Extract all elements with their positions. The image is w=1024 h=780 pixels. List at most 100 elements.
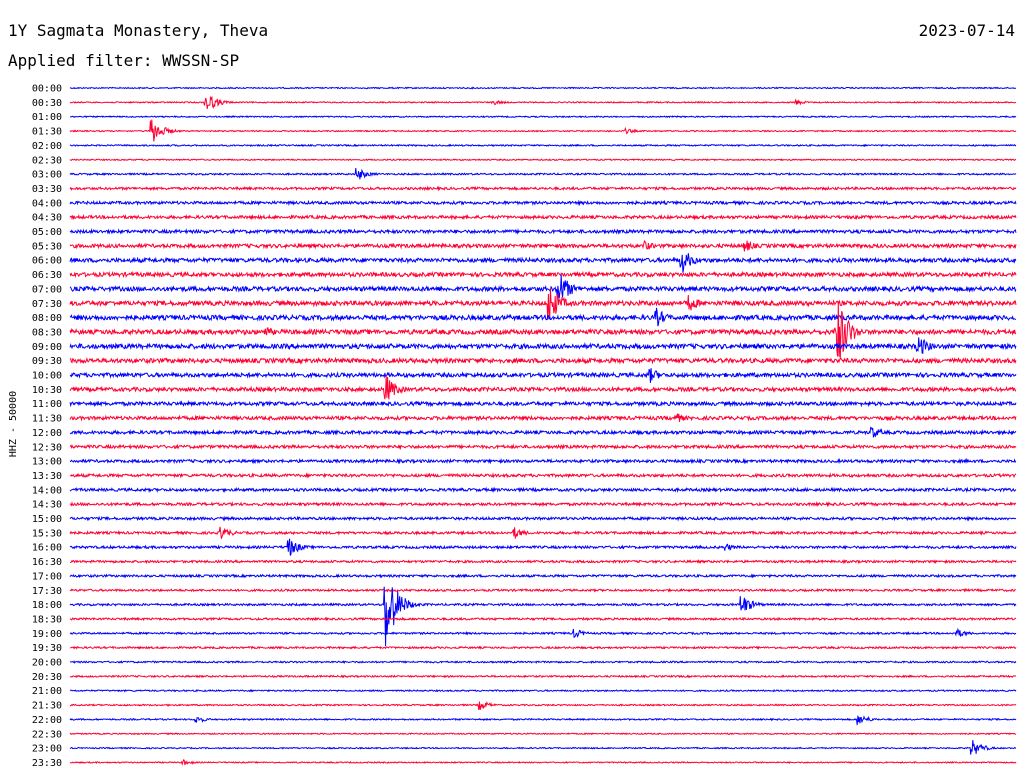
- row-time-label: 02:00: [32, 141, 62, 152]
- trace-row: [69, 337, 1017, 355]
- row-time-label: 05:00: [32, 227, 62, 238]
- row-time-label: 07:00: [32, 284, 62, 295]
- row-time-label: 22:00: [32, 715, 62, 726]
- row-time-label: 00:30: [32, 98, 62, 109]
- row-time-label: 09:00: [32, 342, 62, 353]
- trace-row: [69, 356, 1017, 365]
- row-time-label: 16:30: [32, 557, 62, 568]
- trace-row: [69, 143, 1017, 148]
- y-axis-label: HHZ - 50000: [8, 391, 19, 457]
- trace-row: [69, 674, 1017, 679]
- row-time-label: 04:30: [32, 213, 62, 224]
- trace-row: [69, 185, 1017, 192]
- row-time-label: 08:30: [32, 327, 62, 338]
- row-time-label: 06:00: [32, 256, 62, 267]
- trace-row: [69, 688, 1017, 693]
- trace-row: [69, 288, 1017, 320]
- row-time-label: 12:00: [32, 428, 62, 439]
- filter-label: Applied filter: WWSSN-SP: [8, 51, 239, 70]
- trace-row: [69, 168, 1017, 180]
- row-time-label: 03:30: [32, 184, 62, 195]
- plot-date: 2023-07-14: [919, 21, 1015, 40]
- row-time-label: 11:00: [32, 399, 62, 410]
- row-tick-labels: 00:00 00:30 01:00 01:30 02:00 02:30 03:00 03:30…: [32, 84, 62, 769]
- row-time-label: 07:30: [32, 299, 62, 310]
- row-time-label: 13:30: [32, 471, 62, 482]
- trace-row: [69, 616, 1017, 622]
- trace-row: [69, 740, 1016, 755]
- trace-row: [70, 457, 1017, 465]
- trace-row: [69, 732, 1016, 736]
- row-time-label: 09:30: [32, 356, 62, 367]
- trace-row: [69, 199, 1017, 207]
- trace-row: [69, 95, 1017, 109]
- row-time-label: 05:30: [32, 241, 62, 252]
- trace-row: [69, 486, 1017, 494]
- trace-row: [69, 227, 1017, 235]
- row-time-label: 13:00: [32, 457, 62, 468]
- row-time-label: 17:30: [32, 586, 62, 597]
- row-time-label: 18:30: [32, 614, 62, 625]
- trace-row: [69, 715, 1017, 726]
- trace-row: [70, 559, 1017, 565]
- trace-row: [69, 701, 1017, 711]
- trace-row: [69, 270, 1017, 279]
- row-time-label: 10:00: [32, 371, 62, 382]
- row-time-label: 20:00: [32, 658, 62, 669]
- trace-row: [69, 86, 1016, 90]
- trace-row: [69, 526, 1017, 540]
- row-time-label: 04:00: [32, 198, 62, 209]
- trace-row: [69, 426, 1017, 439]
- row-time-label: 16:00: [32, 543, 62, 554]
- row-time-label: 14:30: [32, 500, 62, 511]
- trace-row: [69, 515, 1017, 522]
- row-time-label: 03:00: [32, 170, 62, 181]
- row-time-label: 01:30: [32, 127, 62, 138]
- trace-row: [69, 253, 1017, 273]
- trace-row: [69, 119, 1017, 142]
- trace-row: [69, 759, 1017, 766]
- row-time-label: 08:00: [32, 313, 62, 324]
- trace-row: [70, 115, 1017, 119]
- trace-row: [69, 239, 1017, 252]
- trace-row: [69, 538, 1017, 556]
- trace-row: [69, 573, 1017, 579]
- trace-row: [69, 301, 1017, 360]
- trace-row: [69, 627, 1017, 639]
- row-time-label: 15:30: [32, 528, 62, 539]
- trace-row: [69, 586, 1017, 647]
- trace-row: [69, 368, 1017, 383]
- row-time-label: 17:00: [32, 571, 62, 582]
- row-time-label: 02:30: [32, 155, 62, 166]
- row-time-label: 15:00: [32, 514, 62, 525]
- row-time-label: 21:00: [32, 686, 62, 697]
- trace-row: [69, 413, 1017, 422]
- row-time-label: 10:30: [32, 385, 62, 396]
- trace-row: [69, 472, 1016, 479]
- trace-row: [69, 158, 1017, 162]
- row-time-label: 23:30: [32, 758, 62, 769]
- trace-row: [69, 307, 1017, 327]
- trace-rows: [69, 86, 1017, 766]
- row-time-label: 06:30: [32, 270, 62, 281]
- row-time-label: 22:30: [32, 729, 62, 740]
- trace-row: [69, 213, 1017, 221]
- row-time-label: 14:00: [32, 485, 62, 496]
- row-time-label: 21:30: [32, 701, 62, 712]
- station-title: 1Y Sagmata Monastery, Theva: [8, 21, 268, 40]
- trace-row: [69, 645, 1017, 650]
- row-time-label: 01:00: [32, 112, 62, 123]
- row-time-label: 23:00: [32, 744, 62, 755]
- row-time-label: 18:00: [32, 600, 62, 611]
- trace-row: [69, 399, 1017, 408]
- trace-row: [70, 660, 1017, 665]
- trace-row: [69, 443, 1017, 451]
- row-time-label: 12:30: [32, 442, 62, 453]
- row-time-label: 19:30: [32, 643, 62, 654]
- trace-row: [69, 500, 1017, 508]
- trace-row: [69, 587, 1017, 593]
- trace-row: [69, 375, 1017, 400]
- trace-row: [69, 274, 1017, 299]
- row-time-label: 11:30: [32, 414, 62, 425]
